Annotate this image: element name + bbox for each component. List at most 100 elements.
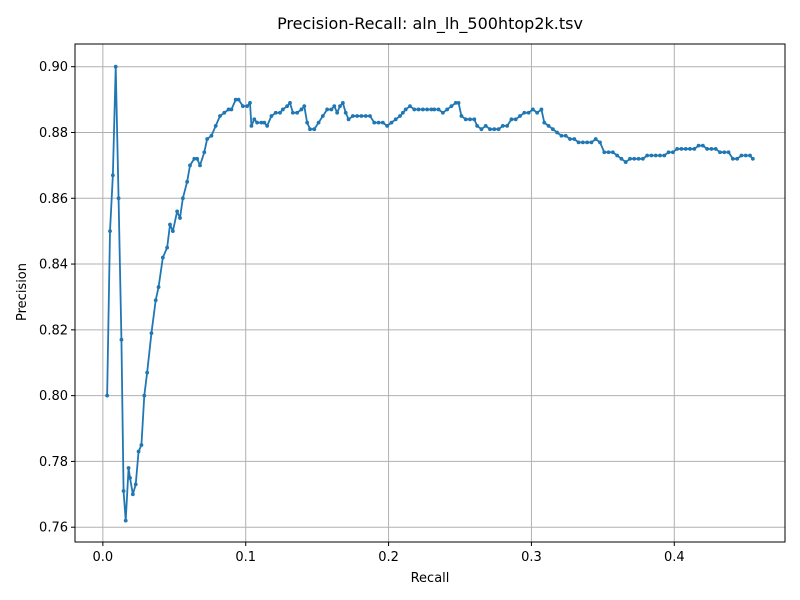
data-point	[128, 475, 132, 480]
data-point	[445, 107, 450, 112]
data-point	[188, 163, 192, 168]
data-point	[195, 156, 200, 161]
data-point	[563, 133, 568, 138]
data-point	[192, 156, 197, 161]
data-point	[713, 147, 718, 151]
data-point	[302, 104, 307, 109]
data-point	[550, 127, 555, 132]
data-point	[645, 153, 650, 158]
data-point	[149, 331, 154, 336]
data-point	[610, 150, 615, 155]
data-point	[142, 393, 147, 398]
data-point	[750, 156, 755, 161]
data-point	[325, 107, 330, 112]
data-point	[160, 255, 165, 260]
data-point	[123, 518, 128, 523]
data-point	[338, 104, 342, 109]
data-point	[722, 150, 727, 155]
data-point	[436, 107, 441, 112]
data-point	[526, 110, 531, 115]
data-point	[165, 245, 170, 250]
x-tick-label: 0.3	[521, 550, 542, 565]
data-point	[209, 133, 214, 138]
data-point	[505, 124, 510, 128]
data-point	[453, 100, 458, 105]
data-point	[346, 117, 351, 122]
data-point	[205, 137, 210, 141]
data-point	[628, 156, 632, 161]
y-tick-label: 0.90	[39, 60, 68, 75]
data-point	[666, 150, 671, 155]
y-axis: 0.76 0.78 0.80 0.82 0.84 0.86 0.88 0.90	[39, 60, 75, 536]
data-point	[262, 120, 267, 125]
data-point	[632, 156, 637, 161]
data-point	[679, 147, 684, 151]
data-point	[440, 110, 445, 115]
data-point	[649, 153, 654, 158]
data-point	[472, 117, 477, 122]
data-point	[350, 114, 355, 118]
data-point	[248, 100, 252, 105]
data-point	[376, 120, 381, 125]
data-point	[320, 114, 325, 118]
data-point	[730, 156, 735, 161]
data-point	[748, 153, 752, 158]
y-axis-title: Precision	[15, 263, 30, 321]
data-point	[400, 110, 405, 115]
data-point	[606, 150, 611, 155]
data-point	[542, 120, 547, 125]
data-point	[546, 124, 551, 128]
data-point	[265, 124, 270, 128]
data-point	[492, 127, 497, 132]
data-point	[278, 110, 282, 115]
data-point	[535, 110, 540, 115]
data-point	[222, 110, 227, 115]
data-point	[530, 107, 535, 112]
data-point	[226, 107, 231, 112]
data-point	[456, 100, 461, 105]
y-tick-label: 0.84	[39, 258, 68, 273]
data-point	[602, 150, 607, 155]
data-point	[449, 104, 454, 109]
data-point	[332, 104, 337, 109]
data-point	[156, 285, 161, 289]
data-point	[568, 137, 572, 141]
data-point	[229, 107, 234, 112]
data-point	[675, 147, 680, 151]
series-layer	[105, 64, 755, 523]
x-tick-label: 0.4	[664, 550, 685, 565]
data-point	[658, 153, 662, 158]
data-point	[355, 114, 360, 118]
data-point	[372, 120, 377, 125]
x-tick-label: 0.1	[235, 550, 256, 565]
data-point	[329, 107, 334, 112]
data-point	[500, 124, 505, 128]
data-point	[522, 110, 527, 115]
data-point	[245, 104, 250, 109]
data-point	[653, 153, 658, 158]
data-point	[619, 156, 624, 161]
data-point	[121, 489, 126, 493]
data-point	[743, 153, 748, 158]
data-point	[463, 117, 468, 122]
data-point	[739, 153, 744, 158]
data-point	[285, 104, 290, 109]
data-point	[576, 140, 581, 145]
y-tick-label: 0.78	[39, 455, 68, 470]
data-point	[640, 156, 645, 161]
data-point	[705, 147, 710, 151]
data-point	[363, 114, 368, 118]
data-point	[696, 143, 701, 148]
data-point	[178, 216, 182, 220]
data-point	[479, 127, 484, 132]
data-point	[139, 443, 144, 447]
data-point	[623, 160, 628, 164]
data-point	[116, 196, 121, 201]
data-point	[198, 163, 202, 168]
data-point	[236, 97, 241, 102]
data-point	[559, 133, 564, 138]
data-point	[299, 107, 304, 112]
data-point	[359, 114, 364, 118]
data-point	[368, 114, 372, 118]
